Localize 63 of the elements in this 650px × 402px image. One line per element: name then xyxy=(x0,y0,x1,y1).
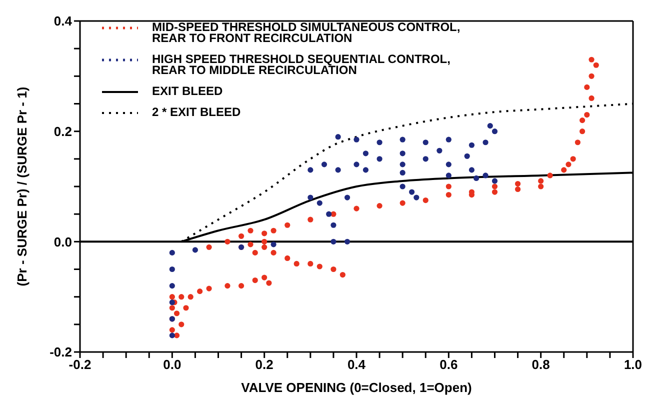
point xyxy=(400,184,406,190)
point xyxy=(400,170,406,176)
point xyxy=(344,194,350,200)
point xyxy=(446,136,452,142)
y-axis-title: (Pr - SURGE Pr) / (SURGE Pr - 1) xyxy=(14,86,30,286)
point xyxy=(400,162,406,168)
legend-label: EXIT BLEED xyxy=(152,84,223,98)
point xyxy=(335,167,341,173)
point xyxy=(468,142,475,148)
x-tick-label: -0.2 xyxy=(68,357,92,372)
point xyxy=(414,194,420,200)
point xyxy=(492,178,498,184)
point xyxy=(474,175,480,182)
point xyxy=(482,140,488,146)
text: 1.0 xyxy=(624,357,642,372)
point xyxy=(354,136,360,142)
point xyxy=(468,167,475,173)
point xyxy=(487,123,493,129)
legend-label: HIGH SPEED THRESHOLD SEQUENTIAL CONTROL, REAR TO MIDDLE RECIRCULATION xyxy=(152,52,452,77)
point xyxy=(270,242,276,248)
point xyxy=(446,172,452,178)
point xyxy=(482,172,488,178)
point xyxy=(169,300,175,306)
point xyxy=(169,266,175,272)
point xyxy=(422,140,428,146)
point xyxy=(436,148,442,154)
point xyxy=(344,238,350,244)
point xyxy=(330,222,336,228)
y-tick-label: 0.4 xyxy=(54,14,73,29)
point xyxy=(362,150,369,156)
point xyxy=(330,238,336,244)
x-axis-title: VALVE OPENING (0=Closed, 1=Open) xyxy=(241,380,472,395)
point xyxy=(400,136,406,142)
legend-label: 2 * EXIT BLEED xyxy=(152,105,241,119)
point xyxy=(376,156,382,162)
point xyxy=(192,247,198,253)
point xyxy=(409,189,415,195)
point xyxy=(169,283,175,289)
x-tick-label: 0.6 xyxy=(440,357,458,372)
point xyxy=(464,153,470,159)
point xyxy=(400,150,406,156)
legend-label: MID-SPEED THRESHOLD SIMULTANEOUS CONTROL, REAR TO FRONT RECIRCULATION xyxy=(152,20,462,45)
point xyxy=(308,194,314,200)
point xyxy=(376,140,382,146)
y-tick-label: -0.2 xyxy=(50,344,72,360)
x-tick-label: 0.4 xyxy=(347,357,366,372)
point xyxy=(326,211,332,217)
point xyxy=(335,134,341,140)
x-tick-label: 0.2 xyxy=(255,357,274,372)
point xyxy=(354,162,360,168)
x-tick-label: 0.8 xyxy=(532,357,550,372)
point xyxy=(308,167,314,173)
y-tick-label: 0.0 xyxy=(54,234,72,250)
point xyxy=(169,250,175,256)
point xyxy=(316,200,322,206)
point xyxy=(321,162,328,168)
point xyxy=(169,332,175,338)
point xyxy=(422,156,428,162)
y-tick-label: 0.2 xyxy=(54,124,72,139)
point xyxy=(446,162,452,168)
point xyxy=(492,128,498,134)
point xyxy=(362,167,369,173)
text: 0.0 xyxy=(163,357,182,372)
